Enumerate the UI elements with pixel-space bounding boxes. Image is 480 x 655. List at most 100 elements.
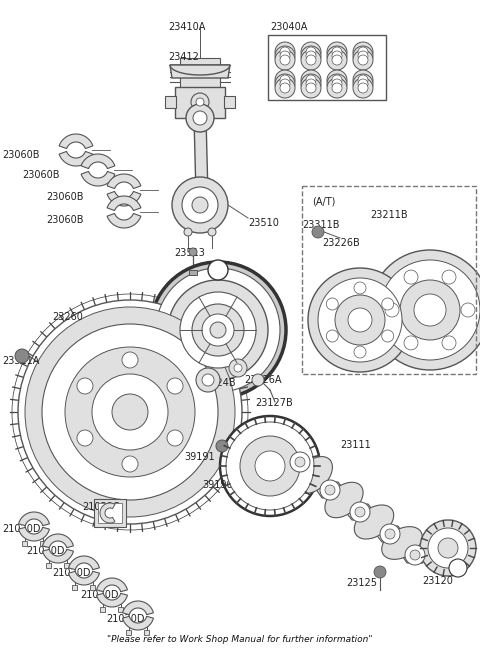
Circle shape [92, 374, 168, 450]
Circle shape [332, 47, 342, 57]
Polygon shape [19, 512, 49, 526]
Circle shape [210, 322, 226, 338]
Circle shape [374, 566, 386, 578]
Polygon shape [59, 151, 93, 166]
Circle shape [332, 79, 342, 89]
Circle shape [167, 430, 183, 446]
Circle shape [168, 280, 268, 380]
Circle shape [202, 374, 214, 386]
Circle shape [180, 292, 256, 368]
Text: 21020D: 21020D [26, 546, 64, 556]
Circle shape [382, 298, 394, 310]
Circle shape [280, 51, 290, 61]
Bar [302, 186, 476, 374]
Circle shape [192, 304, 244, 356]
Bar [268, 35, 386, 100]
Circle shape [332, 75, 342, 85]
Circle shape [358, 55, 368, 65]
Circle shape [12, 294, 248, 530]
Polygon shape [43, 550, 73, 563]
Text: 23060B: 23060B [46, 215, 84, 225]
Polygon shape [107, 196, 141, 210]
Circle shape [353, 74, 373, 94]
Circle shape [182, 187, 218, 223]
Circle shape [275, 74, 295, 94]
Circle shape [414, 294, 446, 326]
Circle shape [216, 440, 228, 452]
Circle shape [306, 83, 316, 93]
Polygon shape [81, 154, 115, 168]
Circle shape [404, 270, 418, 284]
Circle shape [410, 550, 420, 560]
Circle shape [380, 524, 400, 544]
Circle shape [326, 298, 338, 310]
Polygon shape [322, 482, 368, 520]
Text: 23211B: 23211B [370, 210, 408, 220]
Bar [40, 541, 45, 546]
Bar [46, 563, 51, 568]
Circle shape [186, 104, 214, 132]
Circle shape [442, 270, 456, 284]
Circle shape [290, 452, 310, 472]
Circle shape [184, 228, 192, 236]
Circle shape [308, 268, 412, 372]
Circle shape [192, 197, 208, 213]
Circle shape [301, 50, 321, 70]
Circle shape [255, 451, 285, 481]
Circle shape [301, 78, 321, 98]
Circle shape [353, 70, 373, 90]
Circle shape [400, 280, 460, 340]
Text: 23311B: 23311B [302, 220, 339, 230]
Circle shape [18, 300, 242, 524]
Circle shape [301, 74, 321, 94]
Circle shape [150, 262, 286, 398]
Circle shape [189, 248, 197, 256]
Circle shape [350, 502, 370, 522]
Bar [189, 270, 197, 275]
Circle shape [77, 378, 93, 394]
Polygon shape [81, 172, 115, 186]
Circle shape [156, 268, 280, 392]
Bar [72, 585, 77, 590]
Circle shape [354, 282, 366, 294]
Circle shape [240, 436, 300, 496]
Text: 23513: 23513 [174, 248, 205, 258]
Polygon shape [292, 454, 338, 498]
Circle shape [306, 47, 316, 57]
Circle shape [15, 349, 29, 363]
Circle shape [353, 78, 373, 98]
Circle shape [405, 545, 425, 565]
Polygon shape [69, 556, 99, 570]
Text: 23060B: 23060B [46, 192, 84, 202]
Circle shape [191, 93, 209, 111]
Bar [22, 541, 27, 546]
Circle shape [438, 538, 458, 558]
Circle shape [327, 42, 347, 62]
Circle shape [420, 520, 476, 576]
Circle shape [280, 55, 290, 65]
Text: 23060B: 23060B [2, 150, 39, 160]
Circle shape [25, 307, 235, 517]
Bar [118, 607, 123, 612]
Polygon shape [94, 499, 126, 527]
Polygon shape [175, 87, 225, 118]
Circle shape [275, 46, 295, 66]
Text: (A/T): (A/T) [312, 196, 336, 206]
Text: 23127B: 23127B [255, 398, 293, 408]
Circle shape [42, 324, 218, 500]
Circle shape [327, 78, 347, 98]
Circle shape [275, 78, 295, 98]
Polygon shape [69, 571, 99, 585]
Circle shape [226, 422, 314, 510]
Circle shape [193, 111, 207, 125]
Polygon shape [19, 527, 49, 541]
Circle shape [275, 42, 295, 62]
Circle shape [208, 260, 228, 280]
Text: 23120: 23120 [422, 576, 453, 586]
Circle shape [380, 260, 480, 360]
Circle shape [353, 42, 373, 62]
Polygon shape [96, 578, 128, 591]
Circle shape [220, 416, 320, 516]
Circle shape [404, 336, 418, 350]
Circle shape [301, 70, 321, 90]
